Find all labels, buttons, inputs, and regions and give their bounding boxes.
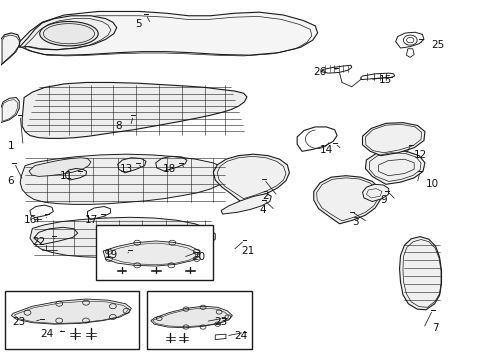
Polygon shape bbox=[19, 16, 117, 50]
Text: 23: 23 bbox=[214, 317, 227, 327]
Text: 21: 21 bbox=[241, 246, 254, 256]
FancyBboxPatch shape bbox=[4, 291, 139, 349]
Text: 10: 10 bbox=[425, 179, 438, 189]
Text: 2: 2 bbox=[262, 191, 268, 201]
Polygon shape bbox=[20, 154, 228, 204]
Text: 23: 23 bbox=[12, 317, 25, 327]
Text: 22: 22 bbox=[32, 237, 45, 247]
Polygon shape bbox=[0, 98, 19, 123]
Text: 12: 12 bbox=[413, 150, 427, 160]
FancyBboxPatch shape bbox=[147, 291, 251, 349]
Text: 7: 7 bbox=[431, 324, 438, 333]
Polygon shape bbox=[18, 12, 317, 55]
Text: 16: 16 bbox=[24, 215, 37, 225]
Polygon shape bbox=[362, 184, 388, 202]
Polygon shape bbox=[103, 241, 199, 266]
Text: 14: 14 bbox=[319, 144, 332, 154]
Text: 1: 1 bbox=[8, 141, 14, 151]
Text: 3: 3 bbox=[352, 217, 358, 227]
Text: 6: 6 bbox=[8, 176, 14, 186]
Text: 8: 8 bbox=[115, 121, 122, 131]
Polygon shape bbox=[22, 82, 246, 138]
Polygon shape bbox=[0, 33, 20, 65]
Text: 24: 24 bbox=[234, 331, 247, 341]
Text: 13: 13 bbox=[120, 164, 133, 174]
Polygon shape bbox=[362, 123, 424, 156]
Polygon shape bbox=[29, 158, 91, 176]
Text: 5: 5 bbox=[135, 19, 142, 29]
Polygon shape bbox=[213, 154, 289, 202]
Polygon shape bbox=[399, 237, 441, 310]
Polygon shape bbox=[30, 217, 215, 257]
Text: 25: 25 bbox=[430, 40, 443, 50]
Text: 9: 9 bbox=[380, 195, 386, 205]
Text: 24: 24 bbox=[40, 329, 53, 339]
Polygon shape bbox=[221, 194, 271, 214]
Polygon shape bbox=[11, 299, 131, 324]
Text: 15: 15 bbox=[378, 75, 391, 85]
Text: 11: 11 bbox=[60, 171, 73, 181]
Text: 4: 4 bbox=[259, 206, 266, 216]
Polygon shape bbox=[365, 150, 424, 184]
Text: 20: 20 bbox=[191, 252, 204, 262]
Text: 18: 18 bbox=[163, 164, 176, 174]
Text: 26: 26 bbox=[312, 67, 326, 77]
Polygon shape bbox=[151, 306, 232, 328]
Polygon shape bbox=[313, 176, 380, 224]
Text: 17: 17 bbox=[85, 215, 98, 225]
Ellipse shape bbox=[40, 22, 98, 46]
Text: 19: 19 bbox=[104, 250, 118, 260]
FancyBboxPatch shape bbox=[96, 225, 212, 280]
